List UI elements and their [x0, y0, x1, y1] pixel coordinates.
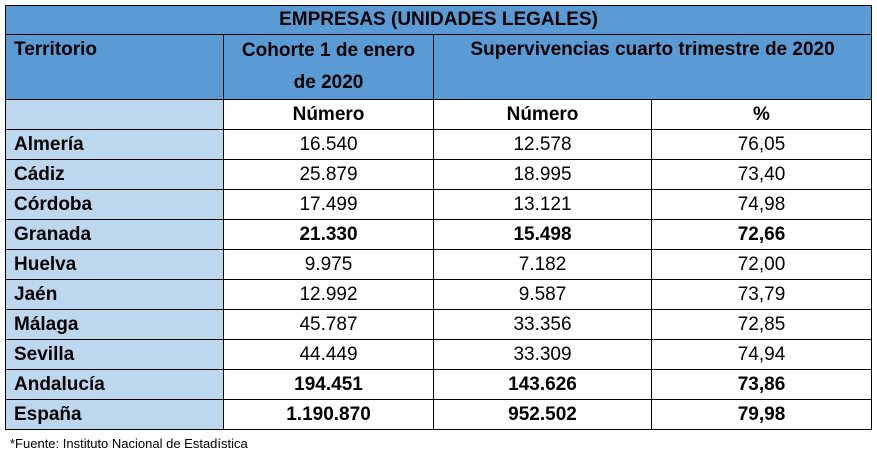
table-row: Jaén 12.992 9.587 73,79: [5, 279, 872, 310]
survival-number-cell: 143.626: [433, 369, 652, 400]
header-cohort: Cohorte 1 de enero de 2020: [223, 34, 434, 100]
survival-pct-cell: 72,66: [651, 219, 872, 250]
survival-pct-cell: 74,94: [651, 339, 872, 370]
territory-cell: Almería: [5, 129, 224, 160]
territory-cell: Jaén: [5, 279, 224, 310]
cohort-number-cell: 1.190.870: [223, 399, 434, 430]
table-title: EMPRESAS (UNIDADES LEGALES): [5, 5, 872, 35]
survival-pct-cell: 73,40: [651, 159, 872, 190]
survival-number-cell: 7.182: [433, 249, 652, 280]
survival-number-cell: 12.578: [433, 129, 652, 160]
survival-pct-cell: 79,98: [651, 399, 872, 430]
survival-number-cell: 9.587: [433, 279, 652, 310]
survival-pct-cell: 72,00: [651, 249, 872, 280]
table-row: Almería 16.540 12.578 76,05: [5, 129, 872, 160]
territory-cell: España: [5, 399, 224, 430]
table-row: España 1.190.870 952.502 79,98: [5, 399, 872, 430]
cohort-number-cell: 25.879: [223, 159, 434, 190]
cohort-number-cell: 17.499: [223, 189, 434, 220]
enterprises-table: EMPRESAS (UNIDADES LEGALES) Territorio C…: [5, 5, 872, 430]
survival-number-cell: 18.995: [433, 159, 652, 190]
subheader-survival-pct: %: [651, 99, 872, 130]
territory-cell: Granada: [5, 219, 224, 250]
survival-pct-cell: 74,98: [651, 189, 872, 220]
header-territory: Territorio: [5, 34, 224, 100]
survival-pct-cell: 72,85: [651, 309, 872, 340]
survival-number-cell: 13.121: [433, 189, 652, 220]
survival-pct-cell: 73,79: [651, 279, 872, 310]
table-row: Cádiz 25.879 18.995 73,40: [5, 159, 872, 190]
table-row: Andalucía 194.451 143.626 73,86: [5, 369, 872, 400]
header-survival: Supervivencias cuarto trimestre de 2020: [433, 34, 872, 100]
subheader-empty: [5, 99, 224, 130]
cohort-number-cell: 21.330: [223, 219, 434, 250]
territory-cell: Córdoba: [5, 189, 224, 220]
survival-pct-cell: 73,86: [651, 369, 872, 400]
territory-cell: Sevilla: [5, 339, 224, 370]
table-row: Sevilla 44.449 33.309 74,94: [5, 339, 872, 370]
cohort-number-cell: 44.449: [223, 339, 434, 370]
table-row: Córdoba 17.499 13.121 74,98: [5, 189, 872, 220]
survival-number-cell: 15.498: [433, 219, 652, 250]
cohort-number-cell: 194.451: [223, 369, 434, 400]
cohort-number-cell: 12.992: [223, 279, 434, 310]
survival-number-cell: 33.309: [433, 339, 652, 370]
territory-cell: Cádiz: [5, 159, 224, 190]
source-footnote: *Fuente: Instituto Nacional de Estadísti…: [10, 436, 248, 451]
cohort-number-cell: 45.787: [223, 309, 434, 340]
subheader-cohort-number: Número: [223, 99, 434, 130]
survival-number-cell: 33.356: [433, 309, 652, 340]
survival-pct-cell: 76,05: [651, 129, 872, 160]
table-row: Granada 21.330 15.498 72,66: [5, 219, 872, 250]
table-body: Almería 16.540 12.578 76,05 Cádiz 25.879 18.99…: [5, 129, 872, 430]
territory-cell: Málaga: [5, 309, 224, 340]
survival-number-cell: 952.502: [433, 399, 652, 430]
cohort-number-cell: 16.540: [223, 129, 434, 160]
table-row: Huelva 9.975 7.182 72,00: [5, 249, 872, 280]
territory-cell: Huelva: [5, 249, 224, 280]
subheader-survival-number: Número: [433, 99, 652, 130]
territory-cell: Andalucía: [5, 369, 224, 400]
cohort-number-cell: 9.975: [223, 249, 434, 280]
table-row: Málaga 45.787 33.356 72,85: [5, 309, 872, 340]
